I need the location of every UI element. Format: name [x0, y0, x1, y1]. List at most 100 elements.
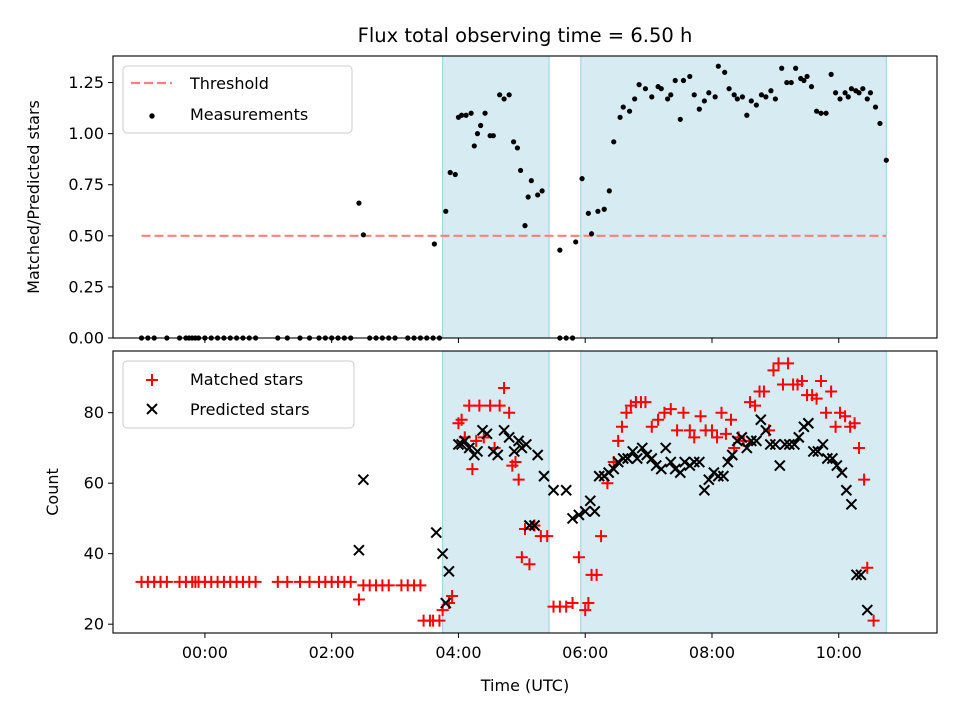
x-tick-label: 10:00 — [816, 643, 862, 662]
predicted-star-point — [703, 473, 715, 486]
measurement-point — [818, 110, 824, 116]
bottom-axes-frame — [112, 350, 938, 634]
measurement-point — [744, 112, 750, 118]
measurement-point — [793, 65, 799, 71]
predicted-star-point — [736, 431, 748, 444]
measurement-point — [856, 90, 862, 96]
measurement-point — [848, 86, 855, 92]
top-panel: 0.00 0.25 0.50 0.75 1.00 1.25 Matched/Predict… — [24, 55, 938, 348]
measurement-point — [788, 79, 794, 86]
legend-predicted-label: Predicted stars — [190, 400, 310, 419]
measurement-point — [687, 73, 693, 80]
predicted-star-point — [783, 438, 796, 451]
matched-star-point — [503, 406, 516, 419]
matched-star-point — [671, 424, 684, 437]
predicted-star-point — [750, 435, 763, 447]
predicted-star-point — [698, 484, 711, 496]
predicted-star-point — [665, 456, 677, 468]
matched-star-point — [757, 385, 770, 398]
measurement-point — [883, 157, 889, 163]
measurement-point — [680, 77, 687, 84]
predicted-star-point — [688, 456, 700, 468]
measurement-point — [360, 232, 366, 238]
measurement-point — [482, 110, 488, 116]
matched-star-point — [249, 575, 262, 588]
predicted-star-point — [492, 449, 504, 461]
predicted-star-point — [612, 456, 624, 468]
predicted-star-point — [538, 470, 550, 482]
legend-matched-label: Matched stars — [190, 370, 303, 389]
matched-star-point — [848, 417, 861, 430]
measurement-point — [753, 102, 759, 108]
predicted-star-point — [855, 569, 867, 581]
matched-star-point — [749, 399, 762, 412]
x-tick-label: 06:00 — [562, 643, 608, 662]
measurement-point — [595, 208, 601, 214]
measurement-point — [772, 96, 778, 102]
matched-star-point — [767, 364, 780, 377]
predicted-star-point — [726, 449, 738, 461]
measurement-point — [768, 88, 774, 94]
x-tick-label: 08:00 — [689, 643, 735, 662]
measurement-point — [463, 112, 469, 118]
predicted-star-point — [850, 569, 863, 581]
predicted-star-point — [627, 445, 639, 458]
matched-star-point — [776, 378, 789, 391]
matched-star-point — [572, 551, 585, 564]
measurement-point — [528, 178, 534, 184]
measurement-point — [579, 176, 585, 182]
legend-predicted-swatch — [146, 403, 158, 415]
matched-star-point — [639, 396, 652, 409]
matched-star-point — [719, 427, 732, 440]
predicted-star-point — [443, 565, 455, 578]
measurement-point — [779, 65, 785, 71]
measurement-point — [510, 139, 517, 145]
predicted-star-point — [440, 597, 452, 609]
matched-star-point — [455, 413, 468, 426]
predicted-star-point — [760, 424, 772, 437]
bottom-observing-window-0 — [442, 350, 550, 634]
matched-star-point — [582, 597, 595, 610]
measurement-point — [712, 94, 718, 100]
matched-star-point — [782, 357, 795, 370]
measurement-point — [617, 114, 623, 120]
matched-star-point — [498, 382, 511, 395]
predicted-star-point — [481, 428, 493, 440]
matched-star-point — [715, 406, 728, 419]
top-x-ticks — [204, 338, 840, 343]
bottom-observing-windows — [442, 350, 887, 634]
predicted-star-point — [717, 470, 730, 482]
top-legend: Threshold Measurements — [122, 65, 353, 134]
matched-star-point — [560, 600, 573, 613]
matched-star-point — [509, 456, 522, 469]
measurement-point — [828, 71, 834, 77]
bottom-observing-window-1 — [580, 350, 887, 634]
measurement-point — [649, 94, 655, 100]
matched-star-point — [463, 399, 476, 412]
predicted-star-point — [817, 438, 829, 451]
matched-star-point — [160, 575, 173, 588]
predicted-star-point — [821, 452, 834, 465]
top-legend-box — [122, 65, 353, 134]
measurement-point — [864, 96, 870, 102]
matched-star-point — [825, 385, 838, 398]
bottom-y-axis-label: Count — [43, 468, 62, 516]
matched-star-point — [466, 463, 479, 476]
top-y-tick-label: 1.00 — [68, 124, 104, 143]
measurement-point — [611, 139, 617, 145]
predicted-star-point — [459, 435, 471, 447]
matched-star-point — [795, 374, 808, 387]
predicted-star-point — [764, 438, 777, 451]
measurement-point — [877, 120, 883, 127]
predicted-star-point — [679, 456, 691, 468]
measurement-point — [658, 86, 664, 92]
matched-star-point — [861, 561, 874, 574]
measurement-point — [431, 241, 437, 247]
matched-star-point — [658, 406, 671, 419]
predicted-star-point — [674, 466, 686, 479]
predicted-star-point — [831, 459, 843, 472]
measurement-point — [501, 96, 507, 102]
matched-star-point — [815, 374, 828, 387]
predicted-star-point — [712, 470, 725, 482]
